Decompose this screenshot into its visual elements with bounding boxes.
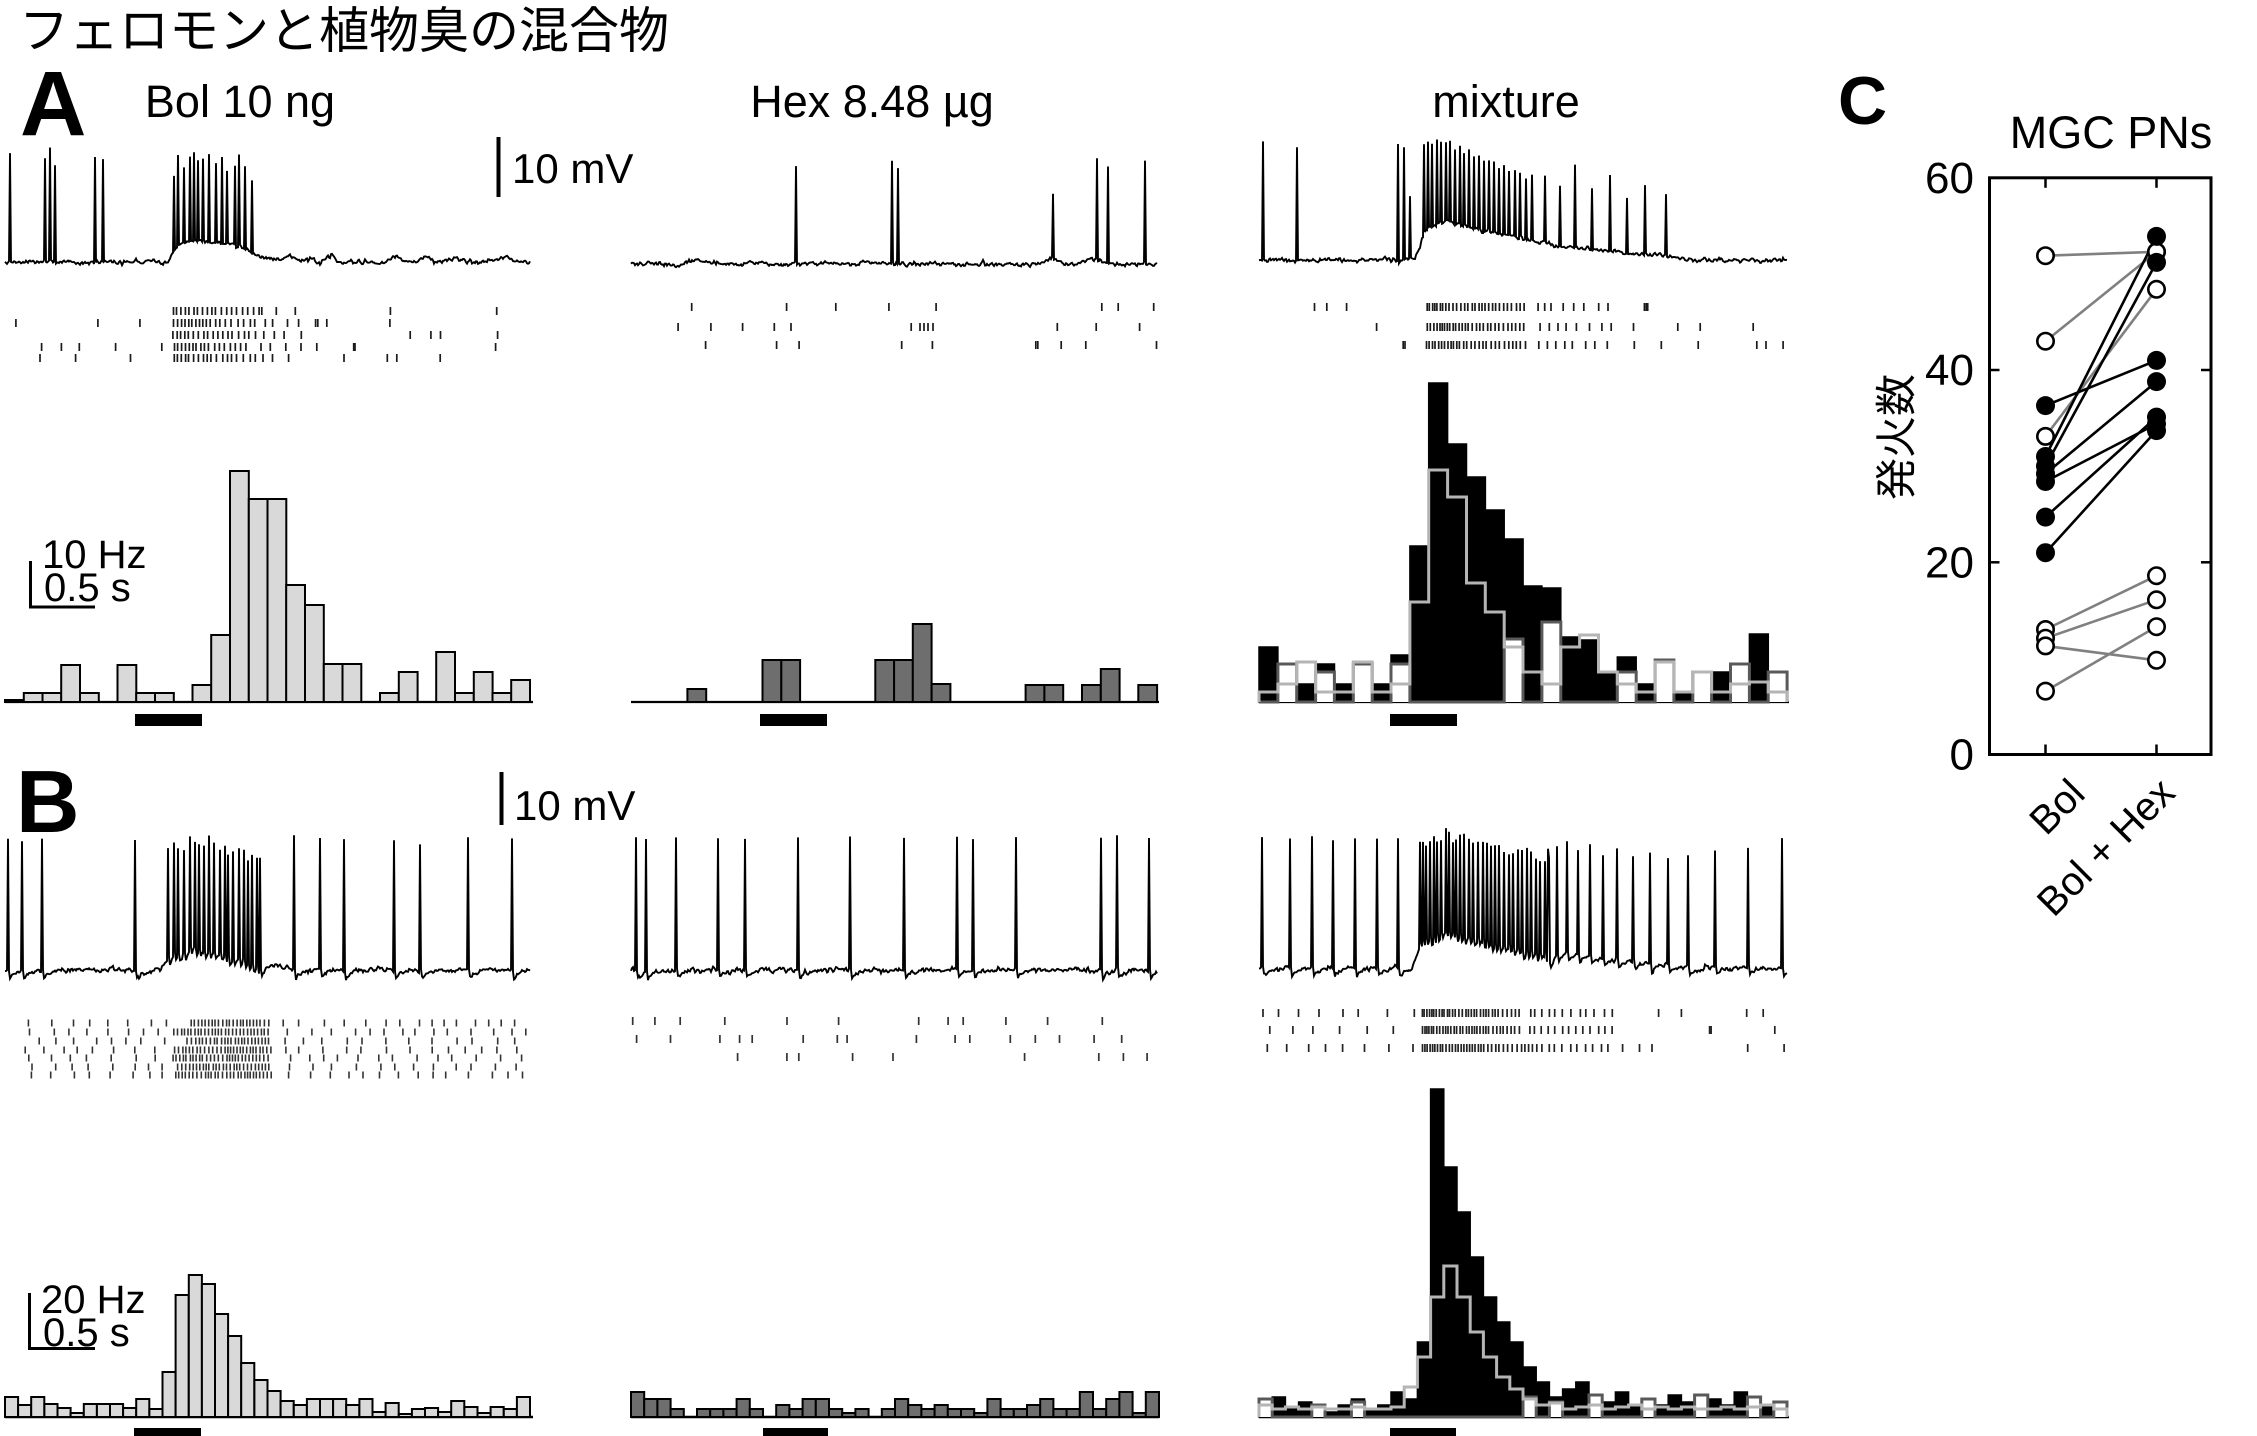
svg-text:MGC PNs: MGC PNs [2010, 107, 2213, 158]
svg-text:60: 60 [1925, 154, 1974, 203]
svg-text:20: 20 [1925, 538, 1974, 587]
svg-text:10 Hz: 10 Hz [42, 533, 147, 577]
svg-text:20 Hz: 20 Hz [41, 1278, 146, 1322]
svg-text:C: C [1838, 63, 1887, 139]
svg-text:0: 0 [1950, 731, 1974, 780]
svg-text:40: 40 [1925, 346, 1974, 395]
svg-text:10 mV: 10 mV [514, 782, 635, 829]
svg-text:10 mV: 10 mV [512, 145, 633, 192]
svg-text:Bol 10 ng: Bol 10 ng [145, 76, 335, 127]
svg-text:0.5 s: 0.5 s [44, 566, 131, 610]
svg-text:mixture: mixture [1432, 76, 1580, 127]
svg-text:Hex 8.48 µg: Hex 8.48 µg [750, 76, 994, 127]
svg-text:B: B [16, 752, 80, 851]
svg-text:A: A [20, 53, 86, 155]
svg-text:0.5 s: 0.5 s [43, 1311, 130, 1355]
